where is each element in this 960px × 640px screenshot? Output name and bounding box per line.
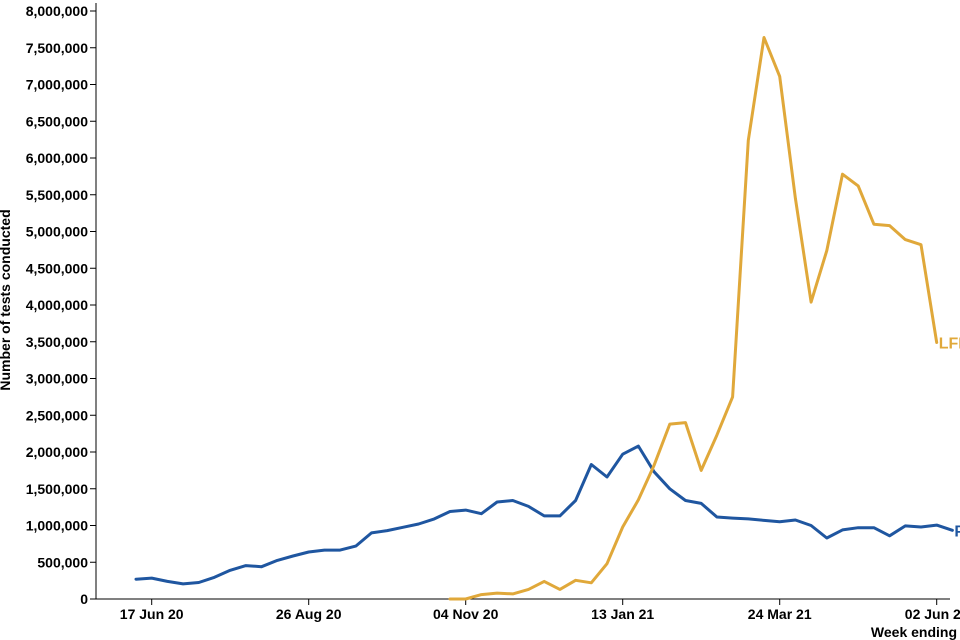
x-tick-label: 24 Mar 21 [748, 606, 812, 622]
x-tick-label: 26 Aug 20 [276, 606, 342, 622]
y-tick-label: 4,000,000 [26, 297, 88, 313]
y-tick-label: 7,500,000 [26, 40, 88, 56]
series-line-lfd [448, 36, 939, 601]
series-label-lfd: LFD [939, 335, 960, 352]
x-axis: 17 Jun 20 26 Aug 20 04 Nov 20 13 Jan 21 24 M… [96, 598, 960, 622]
y-axis: 0 500,000 1,000,000 1,500,000 2,000,000 2,500… [26, 3, 97, 607]
y-tick-label: 500,000 [37, 554, 88, 570]
y-tick-label: 1,000,000 [26, 518, 88, 534]
y-tick-label: 0 [80, 591, 88, 607]
y-tick-label: 5,000,000 [26, 224, 88, 240]
y-tick-label: 8,000,000 [26, 3, 88, 19]
y-tick-label: 2,500,000 [26, 407, 88, 423]
x-tick-label: 02 Jun 21 [905, 606, 960, 622]
y-tick-label: 2,000,000 [26, 444, 88, 460]
y-tick-label: 3,000,000 [26, 371, 88, 387]
y-tick-label: 3,500,000 [26, 334, 88, 350]
x-axis-title: Week ending [871, 624, 957, 640]
series-layer: PCR LFD [134, 36, 960, 601]
x-tick-label: 13 Jan 21 [591, 606, 654, 622]
y-tick-label: 7,000,000 [26, 77, 88, 93]
y-tick-label: 4,500,000 [26, 260, 88, 276]
y-tick-label: 6,000,000 [26, 150, 88, 166]
series-line-pcr [134, 444, 954, 586]
y-tick-label: 1,500,000 [26, 481, 88, 497]
y-tick-label: 5,500,000 [26, 187, 88, 203]
y-axis-title: Number of tests conducted [0, 209, 13, 390]
series-label-pcr: PCR [954, 523, 960, 540]
x-tick-label: 04 Nov 20 [433, 606, 499, 622]
x-tick-label: 17 Jun 20 [120, 606, 184, 622]
y-tick-label: 6,500,000 [26, 113, 88, 129]
